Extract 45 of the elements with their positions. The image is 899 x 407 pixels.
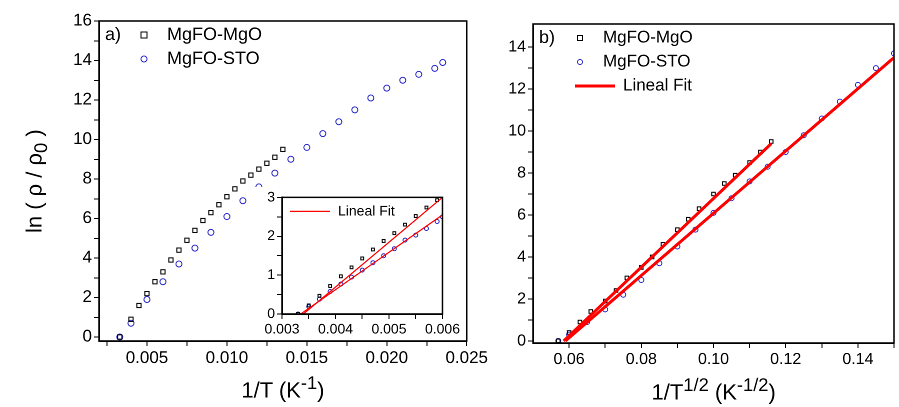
y-tick-label: 2 — [517, 290, 526, 308]
x-tick-label: 0.06 — [554, 351, 585, 368]
x-tick-label: 0.020 — [366, 348, 408, 367]
legend-label: MgFO-MgO — [603, 28, 693, 47]
x-tick-label: 0.12 — [770, 351, 802, 368]
x-tick-label: 0.14 — [842, 351, 874, 368]
y-tick-label: 12 — [508, 80, 526, 98]
y-tick-label: 8 — [517, 164, 526, 182]
x-tick-label: 0.010 — [206, 348, 248, 367]
x-tick-label: 0.006 — [424, 320, 460, 336]
y-tick-label: 0 — [82, 326, 92, 346]
x-tick-label: 0.005 — [371, 320, 407, 336]
y-tick-label: 4 — [82, 248, 92, 267]
legend-label: MgFO-STO — [603, 52, 691, 71]
x-axis-title: 1/T (K$^{-1}$) — [241, 372, 324, 404]
y-tick-label: 0 — [517, 332, 526, 350]
y-tick-label: 12 — [73, 90, 92, 109]
x-tick-label: 0.015 — [286, 348, 328, 367]
y-tick-label: 4 — [517, 248, 526, 266]
y-tick-label: 0 — [267, 304, 276, 321]
annotation: b) — [539, 26, 556, 47]
y-tick-label: 3 — [267, 188, 276, 204]
legend-label: Lineal Fit — [338, 202, 395, 218]
legend-label: MgFO-MgO — [167, 24, 262, 44]
y-tick-label: 6 — [82, 208, 92, 228]
y-tick-label: 2 — [82, 287, 92, 306]
y-tick-label: 14 — [73, 50, 92, 70]
x-tick-label: 0.005 — [126, 348, 168, 367]
y-tick-label: 16 — [73, 10, 92, 30]
y-tick-label: 14 — [508, 38, 526, 56]
legend-label: MgFO-STO — [167, 48, 260, 68]
x-tick-label: 0.004 — [318, 320, 354, 336]
x-tick-label: 0.025 — [445, 348, 488, 367]
legend-label: Lineal Fit — [623, 76, 692, 95]
y-tick-label: 6 — [517, 206, 526, 224]
x-axis-title: 1/T$^{1/2}$ (K$^{-1/2}$) — [652, 374, 776, 406]
y-tick-label: 10 — [73, 129, 92, 148]
y-tick-label: 2 — [267, 227, 276, 244]
x-tick-label: 0.10 — [698, 351, 730, 368]
x-tick-label: 0.08 — [626, 351, 657, 368]
annotation: a) — [105, 24, 122, 44]
y-tick-label: 8 — [82, 168, 92, 188]
y-tick-label: 1 — [267, 266, 276, 282]
y-tick-label: 10 — [508, 122, 526, 140]
x-tick-label: 0.003 — [264, 320, 300, 336]
